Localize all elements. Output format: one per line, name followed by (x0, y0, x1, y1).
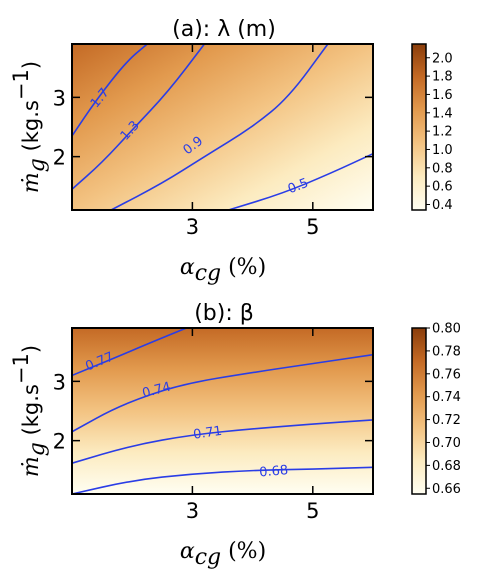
panel-a-colorbar-ticks: 0.4 0.6 0.8 1.0 1.2 1.4 1.6 1.8 2.0 (426, 51, 453, 213)
panel-b-y-tick-label: 2 (53, 430, 66, 454)
panel-a-colorbar-tick-label: 1.8 (432, 70, 453, 85)
panel-b-x-tick-label: 3 (186, 499, 199, 523)
panel-a-title: (a): λ (m) (172, 17, 276, 42)
panel-a-frame (71, 43, 374, 211)
panel-b-colorbar-tick-label: 0.68 (432, 459, 461, 474)
panel-a-colorbar-tick-label: 1.0 (432, 143, 453, 158)
panel-a-colorbar-tick-label: 0.4 (432, 198, 453, 213)
panel-b-colorbar-tick-label: 0.78 (432, 344, 461, 359)
panel-b-colorbar-tick-label: 0.74 (432, 390, 461, 405)
panel-b-colorbar: 0.66 0.68 0.70 0.72 0.74 0.76 0.78 0.80 (411, 322, 461, 497)
panel-b-contours: 0.770.740.710.68 (71, 327, 374, 495)
panel-a-contour-line (110, 43, 329, 211)
panel-a: (a): λ (m) 1.71.30.90.5 3 5 2 3 ṁg (kg.s−1)… (9, 17, 453, 286)
panel-b-contour-line (71, 419, 374, 464)
panel-a-plot-area: 1.71.30.90.5 (71, 43, 374, 211)
panel-a-colorbar-tick-label: 1.6 (432, 88, 453, 103)
panel-b-y-tick-label: 3 (53, 370, 66, 394)
panel-b-colorbar-tick-label: 0.66 (432, 482, 461, 497)
panel-a-y-tick-label: 2 (53, 146, 66, 170)
panel-b-contour-line (71, 327, 187, 377)
panel-b-colorbar-tick-label: 0.72 (432, 413, 461, 428)
panel-b-colorbar-tick-label: 0.80 (432, 322, 461, 337)
panel-a-colorbar-frame (411, 43, 427, 211)
panel-a-ticks: 3 5 2 3 (53, 44, 373, 239)
panel-a-colorbar-tick-label: 0.6 (432, 180, 453, 195)
panel-a-colorbar-tick-label: 1.4 (432, 106, 453, 121)
panel-b-x-tick-label: 5 (306, 499, 319, 523)
panel-b-frame (71, 327, 374, 495)
panel-a-ylabel: ṁg (kg.s−1) (9, 61, 50, 193)
panel-b-ticks: 3 5 2 3 (53, 328, 373, 523)
panel-b-colorbar-frame (411, 327, 427, 495)
panel-b-colorbar-gradient (412, 328, 426, 494)
panel-a-colorbar-tick-label: 0.8 (432, 161, 453, 176)
panel-a-colorbar-gradient (412, 44, 426, 210)
panel-a-heatmap (72, 44, 373, 210)
panel-a-x-tick-label: 3 (186, 215, 199, 239)
panel-a-contour-label: 0.5 (286, 176, 311, 197)
panel-b-contour-label: 0.71 (192, 424, 223, 443)
panel-a-colorbar-tick-label: 1.2 (432, 125, 453, 140)
panel-b-contour-label: 0.68 (259, 463, 289, 480)
panel-b-colorbar-tick-label: 0.76 (432, 367, 461, 382)
panel-a-contour-line (228, 152, 374, 211)
panel-b-colorbar-ticks: 0.66 0.68 0.70 0.72 0.74 0.76 0.78 0.80 (426, 322, 461, 497)
panel-a-contour-line (71, 43, 206, 190)
panel-b-plot-area: 0.770.740.710.68 (71, 327, 374, 495)
panel-b-heatmap (72, 328, 373, 494)
panel-b-title: (b): β (194, 301, 254, 326)
panel-b: (b): β 0.770.740.710.68 3 523 ṁg (kg.s−1)… (9, 301, 461, 570)
panel-a-x-tick-label: 5 (306, 215, 319, 239)
panel-b-xlabel: αcg (%) (180, 539, 266, 570)
panel-a-xlabel: αcg (%) (180, 255, 266, 286)
panel-b-contour-line (71, 466, 374, 495)
panel-b-contour-line (71, 353, 374, 433)
panel-b-ylabel: ṁg (kg.s−1) (9, 345, 50, 477)
panel-a-contour-line (71, 43, 148, 137)
panel-a-colorbar: 0.4 0.6 0.8 1.0 1.2 1.4 1.6 1.8 2.0 (411, 43, 453, 213)
panel-b-contour-label: 0.74 (141, 380, 173, 402)
panel-b-colorbar-tick-label: 0.70 (432, 436, 461, 451)
panel-a-y-tick-label: 3 (53, 86, 66, 110)
panel-a-colorbar-tick-label: 2.0 (432, 51, 453, 66)
